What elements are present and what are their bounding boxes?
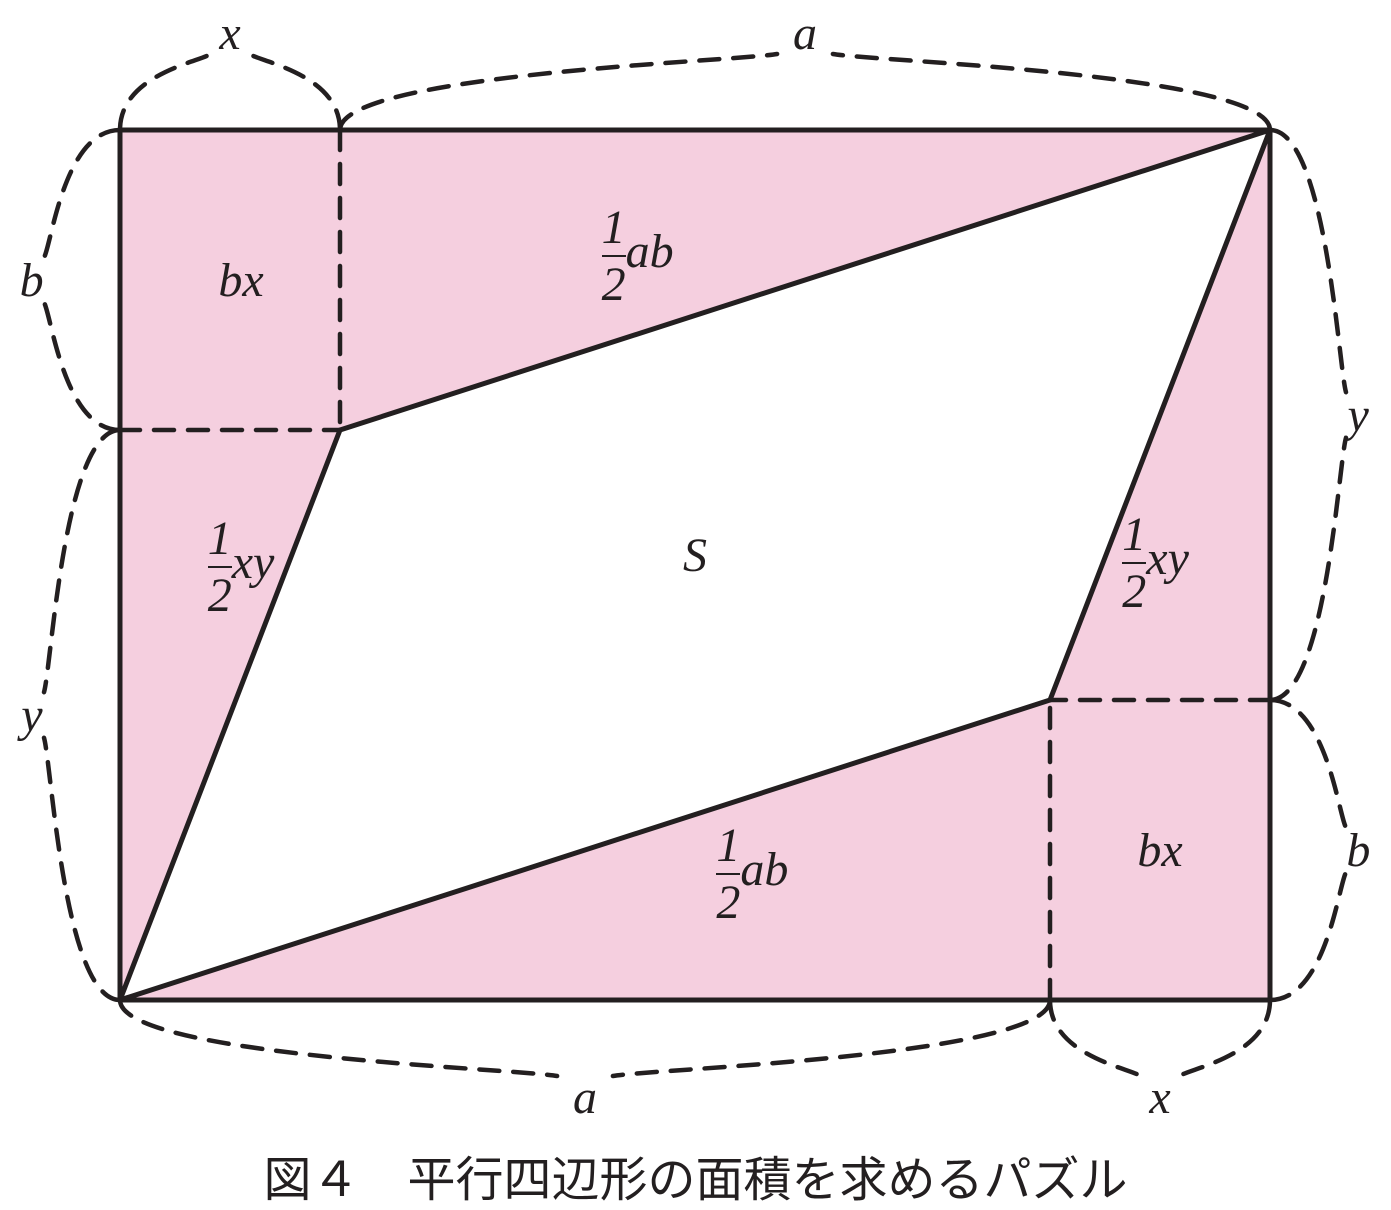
label-right-y: y	[1347, 388, 1368, 443]
figure-caption: 図４ 平行四辺形の面積を求めるパズル	[263, 1140, 1127, 1210]
label-bottom-a: a	[573, 1070, 597, 1125]
label-bx-bottom: bx	[1137, 823, 1182, 878]
label-half-xy-right: 12xy	[1122, 507, 1189, 619]
label-bottom-x: x	[1149, 1070, 1170, 1125]
label-top-a: a	[793, 6, 817, 61]
label-S: S	[683, 528, 707, 583]
label-left-b: b	[20, 253, 44, 308]
label-half-xy-left: 12xy	[208, 511, 275, 623]
label-right-b: b	[1346, 823, 1370, 878]
label-top-x: x	[219, 6, 240, 61]
label-left-y: y	[21, 688, 42, 743]
label-half-ab-top: 12ab	[602, 200, 674, 312]
label-half-ab-bottom: 12ab	[716, 818, 788, 930]
label-bx-top: bx	[218, 253, 263, 308]
